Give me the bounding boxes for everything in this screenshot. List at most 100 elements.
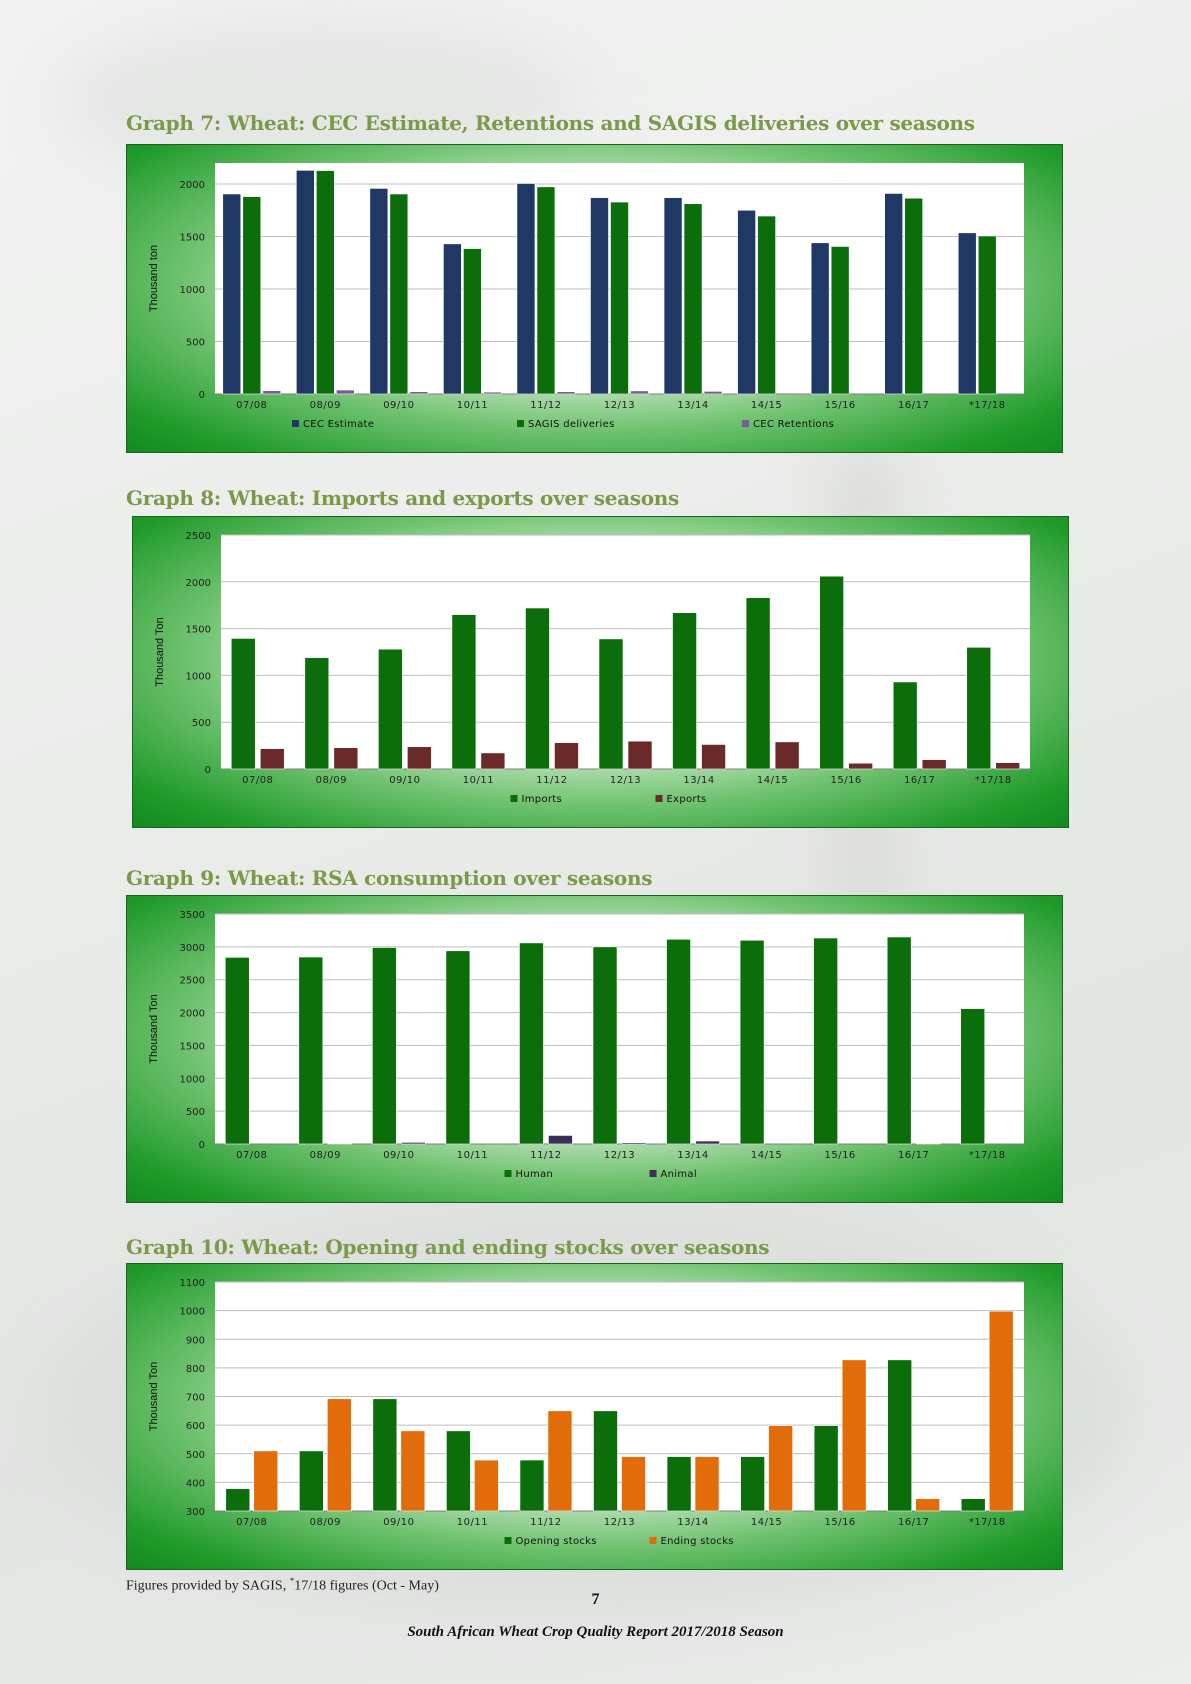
graph10-x-tick-label: 10/11 [457,1517,488,1528]
graph7-heading: Graph 7: Wheat: CEC Estimate, Retentions… [126,111,975,135]
graph9-x-tick-label: 12/13 [604,1150,635,1161]
graph9-bar-animal [621,1142,647,1145]
graph8-bar-imports [819,575,844,770]
graph9-chart: 0 500 1000 1500 2000 2500 3000 3500 Thousand Ton… [126,895,1063,1203]
graph7-bar-sagis-deliveries [977,235,997,395]
graph10-bar-opening-stocks [299,1450,324,1512]
graph8-x-tick-label: 12/13 [610,775,641,786]
graph9-bar-human [298,956,324,1145]
graph9-x-tick-label: 14/15 [751,1150,782,1161]
graph7-legend-label: CEC Retentions [753,419,834,430]
graph7-bar-cec-estimate [737,209,756,395]
graph9-x-tick-label: 16/17 [898,1150,929,1161]
graph7-x-tick-label: 11/12 [530,400,561,411]
graph8-bar-exports [407,746,432,770]
report-footer: South African Wheat Crop Quality Report … [407,1624,784,1640]
graph8-chart: 0 500 1000 1500 2000 2500 Thousand Ton 07/08 08/… [132,516,1069,828]
graph10-bar-ending-stocks [253,1450,279,1512]
graph8-bar-imports [966,647,992,770]
graph7-y-tick-label: 2000 [180,180,205,191]
graph7-bar-cec-estimate [443,243,462,395]
graph7-bar-cec-retentions [483,391,502,395]
graph7-bar-sagis-deliveries [610,201,629,395]
graph7-bar-cec-estimate [663,197,683,395]
graph10-bar-ending-stocks [327,1398,352,1512]
graph7-legend-label: CEC Estimate [303,419,374,430]
graph9-bar-human [372,947,397,1145]
graph8-x-tick-label: 07/08 [242,775,273,786]
graph7-y-axis-title: Thousand ton [148,245,160,312]
graph9-bar-animal [327,1143,353,1145]
graph7-chart: 0 500 1000 1500 2000 Thousand ton 07/08 08/09 09… [126,144,1063,453]
graph10-x-tick-label: *17/18 [969,1517,1006,1528]
graph8-x-tick-label: *17/18 [975,775,1012,786]
graph7-bar-cec-estimate [296,170,315,395]
graph9-bar-human [592,946,618,1145]
graph7-bar-sagis-deliveries [242,196,262,395]
graph9-svg: 0 500 1000 1500 2000 2500 3000 3500 Thousand Ton… [148,910,1024,1180]
graph7-bar-cec-estimate [369,188,389,395]
graph7-bar-cec-estimate [884,193,903,395]
graph10-chart: 300 400 500 600 700 800 900 1000 1100 Thousand To… [126,1263,1063,1570]
graph9-bar-human [886,936,912,1145]
graph9-y-tick-label: 0 [199,1140,205,1151]
graph10-y-tick-label: 900 [186,1335,205,1346]
graph8-bar-exports [701,744,726,770]
graph9-y-tick-label: 2500 [180,976,205,987]
graph7-x-tick-label: *17/18 [969,400,1006,411]
graph10-bar-opening-stocks [225,1488,251,1512]
graph10-legend-label: Opening stocks [516,1536,597,1547]
graph9-legend-label: Human [516,1169,554,1180]
graph8-x-tick-label: 10/11 [463,775,494,786]
graph9-bar-human [224,957,250,1145]
graph10-bar-ending-stocks [988,1310,1014,1512]
graph8-bar-imports [451,614,477,770]
graph8-bar-imports [892,681,918,770]
graph7-legend-swatch [517,420,524,427]
graph7-y-tick-label: 500 [186,338,205,349]
graph7-x-tick-label: 09/10 [383,400,414,411]
graph9-y-axis-title: Thousand Ton [148,994,160,1064]
graph9-y-tick-label: 2000 [180,1009,205,1020]
graph7-bar-sagis-deliveries [389,193,409,395]
graph8-bar-imports [525,607,550,770]
graph10-y-axis-title: Thousand Ton [148,1362,160,1432]
graph10-x-tick-label: 16/17 [898,1517,929,1528]
graph8-y-tick-label: 1500 [186,625,211,636]
graph10-bar-ending-stocks [547,1410,573,1512]
graph9-y-tick-label: 3000 [180,943,205,954]
graph9-heading: Graph 9: Wheat: RSA consumption over sea… [126,866,653,890]
graph7-x-tick-label: 10/11 [457,400,488,411]
graph10-bar-opening-stocks [446,1430,471,1512]
graph8-bar-exports [627,740,653,770]
graph9-bar-human [813,937,838,1145]
graph9-bar-animal [548,1135,573,1145]
graph10-y-tick-label: 400 [186,1478,205,1489]
graph8-bar-exports [995,762,1021,770]
graph7-x-tick-label: 13/14 [677,400,708,411]
graph7-x-tick-label: 14/15 [751,400,782,411]
graph8-y-tick-label: 1000 [186,671,211,682]
graph9-legend-label: Animal [661,1169,697,1180]
graph7-bar-cec-retentions [409,391,429,395]
graph9-bar-human [445,950,471,1145]
graph10-x-tick-label: 13/14 [677,1517,708,1528]
graph9-legend-swatch [649,1170,657,1177]
graph8-x-tick-label: 16/17 [904,775,935,786]
graph10-bar-opening-stocks [519,1459,545,1512]
graph9-x-tick-label: *17/18 [969,1150,1006,1161]
graph8-bar-imports [230,638,256,770]
graph9-x-tick-label: 10/11 [457,1150,488,1161]
graph9-bar-human [519,942,544,1145]
graph8-bar-exports [259,748,285,770]
graph9-y-tick-label: 500 [186,1107,205,1118]
graph8-bar-imports [598,638,624,770]
graph10-y-tick-label: 1000 [180,1307,205,1318]
graph10-bar-opening-stocks [666,1456,692,1512]
graph10-x-tick-label: 07/08 [236,1517,267,1528]
graph7-bar-cec-estimate [222,193,242,395]
graph8-y-tick-label: 0 [205,765,211,776]
graph10-heading: Graph 10: Wheat: Opening and ending stoc… [126,1235,770,1259]
graph7-bar-sagis-deliveries [683,203,703,395]
graph8-y-axis-title: Thousand Ton [154,617,166,687]
